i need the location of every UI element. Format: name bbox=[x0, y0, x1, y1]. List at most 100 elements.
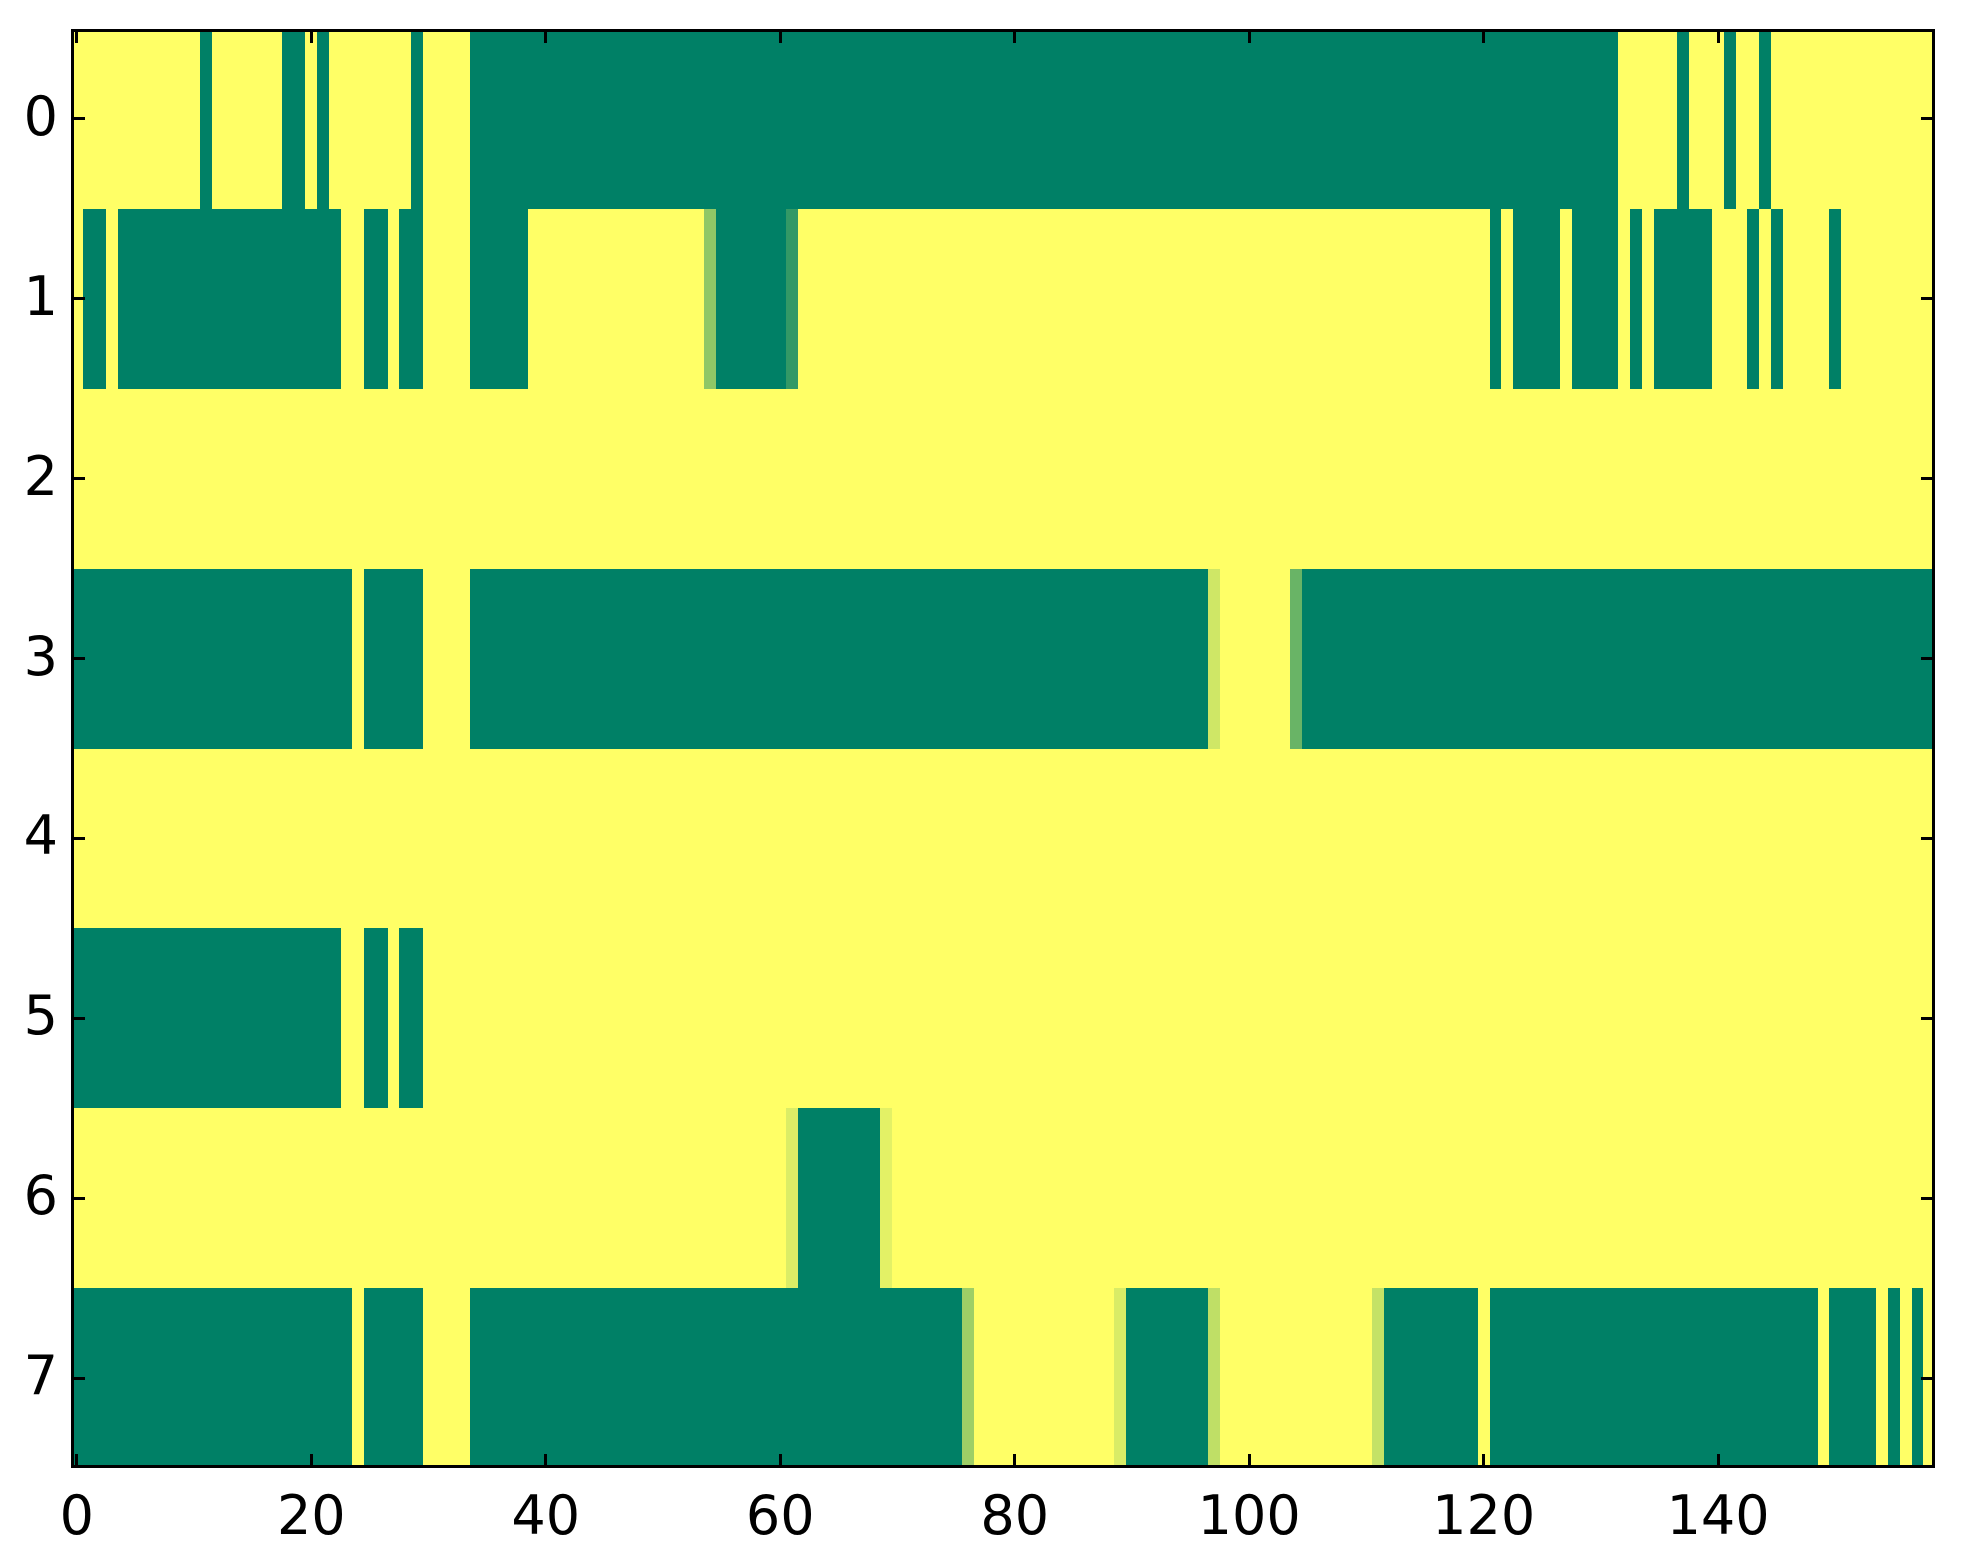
y-tick-mark-left bbox=[71, 657, 85, 661]
y-tick-mark-left bbox=[71, 117, 85, 121]
heatmap-segment bbox=[71, 748, 1935, 929]
heatmap-row bbox=[71, 1288, 1935, 1468]
heatmap-segment bbox=[387, 928, 400, 1109]
heatmap-segment bbox=[1489, 1288, 1818, 1468]
heatmap-segment bbox=[1290, 568, 1302, 749]
y-tick-mark-right bbox=[1921, 1016, 1935, 1020]
heatmap-segment bbox=[1618, 29, 1678, 209]
heatmap-segment bbox=[399, 208, 423, 389]
heatmap-segment bbox=[1653, 208, 1713, 389]
heatmap-segment bbox=[410, 29, 423, 209]
heatmap-segment bbox=[786, 1108, 798, 1289]
heatmap-segment bbox=[1372, 1288, 1384, 1468]
heatmap-segment bbox=[715, 208, 787, 389]
y-tick-mark-left bbox=[71, 477, 85, 481]
x-tick-label: 100 bbox=[1197, 1484, 1301, 1547]
x-tick-label: 20 bbox=[276, 1484, 346, 1547]
heatmap-segment bbox=[1489, 208, 1502, 389]
x-tick-mark-top bbox=[778, 29, 782, 43]
heatmap-segment bbox=[305, 29, 318, 209]
x-tick-mark-bottom bbox=[778, 1454, 782, 1468]
y-tick-mark-right bbox=[1921, 117, 1935, 121]
heatmap-row bbox=[71, 29, 1935, 209]
heatmap-segment bbox=[1876, 1288, 1889, 1468]
heatmap-segment bbox=[1782, 208, 1830, 389]
y-tick-label: 1 bbox=[23, 264, 58, 328]
y-tick-label: 7 bbox=[23, 1344, 58, 1408]
x-tick-mark-bottom bbox=[75, 1454, 79, 1468]
heatmap-segment bbox=[82, 208, 107, 389]
heatmap-segment bbox=[1208, 1288, 1220, 1468]
heatmap-segment bbox=[117, 208, 341, 389]
heatmap-segment bbox=[1618, 208, 1631, 389]
plot-area bbox=[71, 29, 1935, 1468]
y-tick-label: 0 bbox=[23, 84, 58, 148]
x-tick-mark-bottom bbox=[1247, 1454, 1251, 1468]
heatmap-segment bbox=[1114, 1288, 1127, 1468]
heatmap-segment bbox=[1817, 1288, 1830, 1468]
heatmap-segment bbox=[1219, 1288, 1373, 1468]
heatmap-segment bbox=[1829, 208, 1842, 389]
x-tick-label: 40 bbox=[511, 1484, 581, 1547]
x-tick-mark-bottom bbox=[1716, 1454, 1720, 1468]
heatmap-row bbox=[71, 928, 1935, 1109]
heatmap-segment bbox=[1384, 1288, 1478, 1468]
y-tick-label: 6 bbox=[23, 1164, 58, 1228]
heatmap-segment bbox=[71, 388, 1935, 569]
heatmap-segment bbox=[364, 1288, 423, 1468]
heatmap-segment bbox=[469, 29, 1619, 209]
x-tick-label: 60 bbox=[745, 1484, 815, 1547]
heatmap-segment bbox=[528, 208, 705, 389]
heatmap-segment bbox=[282, 29, 306, 209]
x-tick-mark-top bbox=[309, 29, 313, 43]
heatmap-segment bbox=[469, 568, 1209, 749]
heatmap-segment bbox=[797, 1108, 880, 1289]
y-tick-mark-left bbox=[71, 1376, 85, 1380]
heatmap-segment bbox=[340, 928, 365, 1109]
y-tick-mark-right bbox=[1921, 1376, 1935, 1380]
heatmap-segment bbox=[1688, 29, 1724, 209]
heatmap-segment bbox=[71, 29, 200, 209]
y-tick-label: 5 bbox=[23, 984, 58, 1048]
heatmap-segment bbox=[399, 928, 423, 1109]
x-tick-label: 140 bbox=[1666, 1484, 1770, 1547]
heatmap-row bbox=[71, 568, 1935, 749]
x-tick-mark-top bbox=[1247, 29, 1251, 43]
x-tick-mark-bottom bbox=[309, 1454, 313, 1468]
heatmap-segment bbox=[961, 1288, 974, 1468]
heatmap-segment bbox=[469, 1288, 962, 1468]
heatmap-segment bbox=[786, 208, 798, 389]
x-tick-label: 80 bbox=[980, 1484, 1050, 1547]
heatmap-segment bbox=[364, 568, 423, 749]
heatmap-segment bbox=[1559, 208, 1572, 389]
heatmap-row bbox=[71, 388, 1935, 569]
heatmap-segment bbox=[364, 208, 388, 389]
heatmap-row bbox=[71, 748, 1935, 929]
heatmap-segment bbox=[891, 1108, 1935, 1289]
x-tick-mark-bottom bbox=[1013, 1454, 1017, 1468]
heatmap-segment bbox=[797, 208, 1490, 389]
heatmap-segment bbox=[1759, 29, 1771, 209]
x-tick-mark-top bbox=[1482, 29, 1486, 43]
heatmap-segment bbox=[469, 208, 529, 389]
heatmap-segment bbox=[1208, 568, 1220, 749]
heatmap-segment bbox=[422, 568, 470, 749]
heatmap-segment bbox=[422, 29, 470, 209]
heatmap-row bbox=[71, 1108, 1935, 1289]
heatmap-segment bbox=[704, 208, 716, 389]
heatmap-segment bbox=[1829, 1288, 1877, 1468]
heatmap-segment bbox=[1301, 568, 1935, 749]
x-tick-mark-top bbox=[544, 29, 548, 43]
heatmap-segment bbox=[199, 29, 212, 209]
y-tick-mark-left bbox=[71, 836, 85, 840]
heatmap-row bbox=[71, 208, 1935, 389]
heatmap-segment bbox=[1630, 208, 1642, 389]
heatmap-segment bbox=[340, 208, 365, 389]
heatmap-segment bbox=[1641, 208, 1654, 389]
heatmap-segment bbox=[352, 1288, 365, 1468]
x-tick-mark-bottom bbox=[544, 1454, 548, 1468]
heatmap-segment bbox=[422, 928, 1935, 1109]
heatmap-segment bbox=[1712, 208, 1748, 389]
heatmap-segment bbox=[1735, 29, 1760, 209]
x-tick-label: 120 bbox=[1432, 1484, 1536, 1547]
